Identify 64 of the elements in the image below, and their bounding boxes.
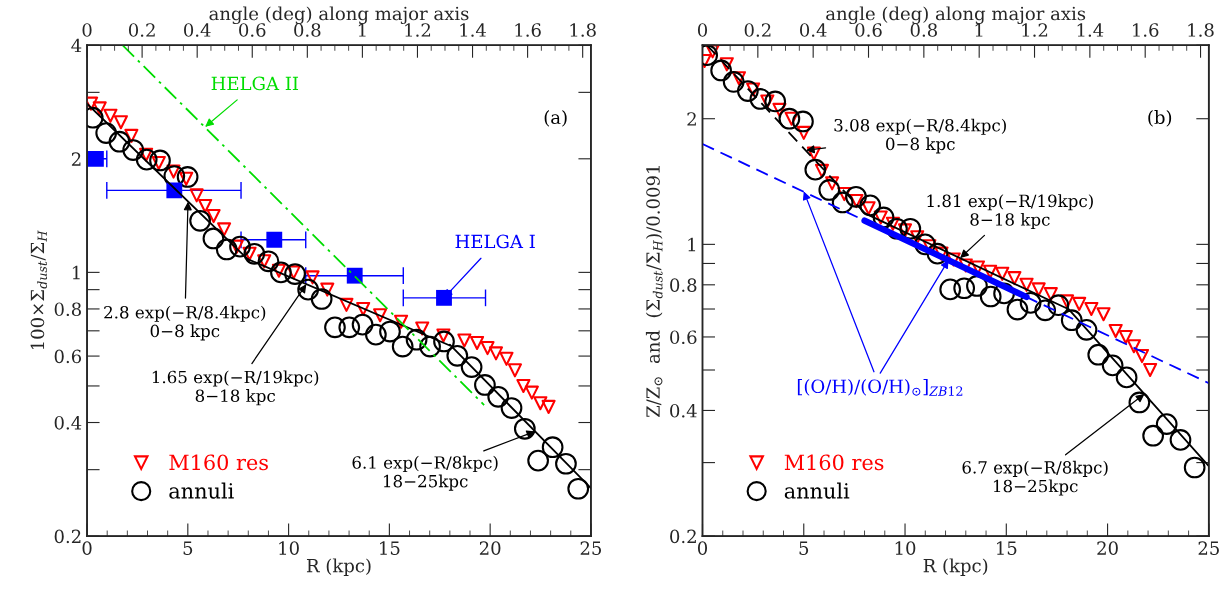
annotation: 3.08 exp(−R/8.4kpc) 0−8 kpc [834, 118, 1006, 154]
annotation: 2.8 exp(−R/8.4kpc) 0−8 kpc [104, 305, 266, 341]
legend-label: annuli [784, 482, 850, 499]
x-tick-label: 5 [183, 541, 193, 555]
annotation: (b) [1148, 110, 1172, 127]
annotation: 1.65 exp(−R/19kpc) 8−18 kpc [152, 370, 319, 406]
annotation: HELGA II [211, 76, 299, 91]
y-tick-label: 4 [71, 38, 82, 53]
y-tick-label: 0.8 [670, 278, 697, 292]
y-tick-label: 0.6 [54, 349, 82, 364]
y-axis-title: 100×Σ$_{dust}$/Σ$_{H}$ [30, 230, 48, 350]
y-tick-label: 0.8 [54, 302, 81, 317]
legend-label: M160 res [169, 454, 268, 471]
y-tick-label: 0.4 [670, 403, 697, 418]
annotation: [(O/H)/(O/H)$_{⊙}$]$_{ZB12}$ [797, 379, 963, 396]
x2-tick-label: 0.2 [744, 23, 771, 37]
x2-tick-label: 1.4 [460, 23, 486, 37]
legend-label: M160 res [784, 454, 884, 471]
x-tick-label: 25 [580, 541, 602, 555]
x-tick-label: 20 [1097, 541, 1118, 555]
y-tick-label: 1 [688, 237, 696, 252]
x2-tick-label: 1.6 [1133, 23, 1159, 37]
x2-tick-label: 1 [975, 23, 983, 37]
annotation: 1.81 exp(−R/19kpc) 8−18 kpc [927, 194, 1093, 230]
annotation: HELGA I [455, 234, 535, 249]
x2-tick-label: 0.2 [128, 23, 155, 37]
x-axis-title: R (kpc) [923, 558, 988, 576]
y-tick-label: 2 [71, 152, 81, 166]
x-tick-label: 0 [82, 541, 92, 555]
x2-tick-label: 1.4 [1077, 23, 1104, 37]
annotation: 6.7 exp(−R/8kpc) 18−25kpc [962, 460, 1108, 496]
x-tick-label: 15 [380, 541, 400, 555]
x2-tick-label: 0.6 [239, 23, 266, 37]
y-axis-title: Z/Z$_{⊙}$ and (Σ$_{dust}$/Σ$_{H}$)/0.0091 [645, 166, 663, 418]
y-tick-label: 0.2 [670, 529, 696, 544]
y-tick-label: 0.2 [54, 529, 81, 544]
y-tick-label: 0.6 [670, 330, 697, 345]
x-tick-label: 5 [799, 541, 809, 555]
x2-tick-label: 1.2 [1022, 23, 1048, 37]
x2-tick-label: 0 [82, 23, 92, 37]
x2-tick-label: 0.6 [855, 23, 882, 37]
y-tick-label: 2 [687, 112, 696, 126]
y-tick-label: 1 [72, 265, 80, 280]
annotation: (a) [544, 110, 567, 127]
annotation: 6.1 exp(−R/8kpc) 18−25kpc [352, 455, 498, 491]
x2-tick-label: 1 [358, 23, 366, 37]
x-tick-label: 15 [997, 541, 1017, 555]
y-tick-label: 0.4 [54, 415, 82, 430]
x-axis-title: R (kpc) [306, 558, 371, 576]
x-tick-label: 20 [479, 541, 501, 555]
x2-tick-label: 0.8 [294, 23, 321, 37]
x2-tick-label: 0.4 [800, 23, 827, 37]
x2-tick-label: 1.8 [570, 23, 596, 37]
x2-tick-label: 1.6 [515, 23, 541, 37]
x2-tick-label: 0.8 [910, 23, 937, 37]
x2-tick-label: 0.4 [184, 23, 211, 37]
x-tick-label: 10 [279, 541, 299, 555]
legend-label: annuli [169, 482, 234, 499]
x2-tick-label: 1.2 [405, 23, 431, 37]
x-tick-label: 25 [1198, 541, 1219, 555]
x2-tick-label: 1.8 [1188, 23, 1214, 37]
x2-tick-label: 0 [697, 23, 708, 37]
x-tick-label: 10 [895, 541, 916, 555]
x-tick-label: 0 [697, 541, 708, 555]
